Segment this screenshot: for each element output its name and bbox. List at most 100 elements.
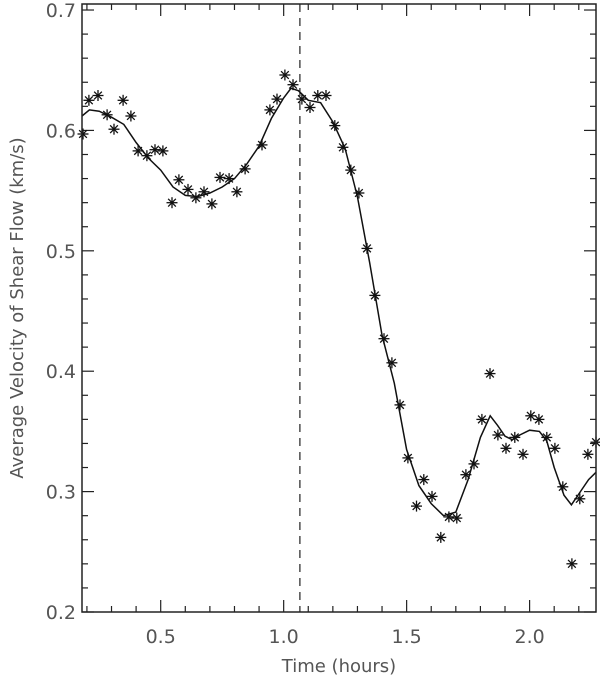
asterisk-stroke (477, 415, 487, 424)
data-point (378, 333, 390, 345)
x-tick-label: 2.0 (514, 626, 544, 648)
asterisk-stroke (387, 358, 397, 368)
data-point (92, 90, 104, 101)
data-point (509, 431, 521, 443)
asterisk-stroke (412, 501, 421, 511)
y-tick-labels: 0.2 0.3 0.4 0.5 0.6 0.7 (46, 0, 76, 624)
asterisk-stroke (419, 475, 429, 484)
data-point (287, 79, 299, 91)
data-point (108, 123, 120, 135)
asterisk-stroke (118, 95, 128, 105)
data-point (198, 186, 210, 198)
data-point (443, 511, 455, 523)
asterisk-stroke (272, 94, 282, 104)
asterisk-stroke (167, 198, 177, 208)
asterisk-stroke (280, 70, 290, 80)
data-point (418, 474, 430, 486)
data-point (157, 145, 169, 157)
asterisk-stroke (452, 513, 462, 523)
y-tick-label: 0.7 (46, 0, 76, 22)
plot-frame (81, 3, 597, 613)
x-tick-label: 1.5 (392, 626, 422, 648)
asterisk-stroke (379, 334, 389, 344)
data-point (304, 102, 316, 113)
asterisk-stroke (150, 145, 160, 155)
y-tick-label: 0.2 (46, 602, 76, 624)
asterisk-stroke (199, 187, 209, 197)
data-point (353, 187, 365, 199)
axis-ticks (82, 4, 596, 613)
asterisk-stroke (534, 415, 544, 424)
data-point (574, 493, 586, 505)
data-point (231, 186, 243, 198)
data-point (386, 357, 398, 369)
data-point (296, 93, 308, 105)
asterisk-stroke (93, 91, 103, 100)
asterisk-stroke (126, 111, 136, 121)
data-point (500, 442, 512, 454)
data-point (83, 94, 95, 106)
asterisk-stroke (133, 146, 143, 156)
data-point (132, 145, 144, 157)
asterisk-stroke (240, 164, 250, 174)
asterisk-stroke (542, 433, 552, 442)
asterisk-stroke (321, 91, 331, 100)
data-point (517, 448, 529, 460)
asterisk-stroke (265, 105, 275, 115)
data-point (264, 104, 276, 116)
asterisk-stroke (575, 494, 585, 504)
data-point (476, 413, 488, 425)
asterisk-stroke (444, 512, 454, 522)
asterisk-stroke (354, 188, 364, 198)
data-point (101, 109, 113, 121)
smoothed-curve (81, 87, 597, 517)
asterisk-stroke (510, 433, 520, 442)
asterisk-stroke (370, 291, 380, 300)
data-point (435, 531, 447, 543)
data-point (566, 558, 578, 570)
data-point (182, 183, 194, 195)
y-axis-label: Average Velocity of Shear Flow (km/s) (7, 137, 28, 478)
y-tick-label: 0.4 (46, 361, 76, 383)
asterisk-stroke (469, 459, 479, 469)
asterisk-stroke (207, 199, 217, 209)
x-axis-label: Time (hours) (281, 656, 396, 677)
data-point (345, 164, 357, 176)
asterisk-stroke (158, 146, 168, 156)
asterisk-stroke (518, 449, 528, 459)
asterisk-stroke (362, 244, 372, 253)
asterisk-stroke (567, 559, 577, 569)
asterisk-stroke (78, 129, 88, 139)
data-point (460, 469, 472, 481)
x-tick-labels: 0.5 1.0 1.5 2.0 (146, 626, 545, 648)
data-point (549, 442, 561, 454)
asterisk-stroke (338, 142, 348, 152)
data-point (582, 448, 594, 460)
asterisk-stroke (436, 533, 446, 542)
data-point (541, 431, 553, 443)
asterisk-stroke (403, 453, 413, 463)
data-point (271, 93, 283, 105)
asterisk-stroke (257, 140, 267, 150)
data-point (125, 110, 137, 122)
y-tick-label: 0.5 (46, 241, 76, 263)
data-point (533, 413, 545, 425)
asterisk-stroke (297, 94, 307, 104)
data-point (214, 171, 226, 183)
data-point (426, 490, 438, 502)
asterisk-stroke (558, 482, 568, 492)
asterisk-stroke (526, 411, 536, 421)
data-points (77, 69, 600, 570)
y-tick-label: 0.6 (46, 120, 76, 142)
data-point (190, 192, 202, 204)
asterisk-stroke (313, 91, 323, 100)
asterisk-stroke (346, 165, 356, 175)
data-point (239, 163, 251, 175)
data-point (361, 242, 373, 254)
data-point (141, 150, 153, 162)
asterisk-stroke (288, 80, 298, 90)
data-point (149, 144, 161, 156)
x-tick-label: 0.5 (146, 626, 176, 648)
data-point (256, 139, 268, 151)
